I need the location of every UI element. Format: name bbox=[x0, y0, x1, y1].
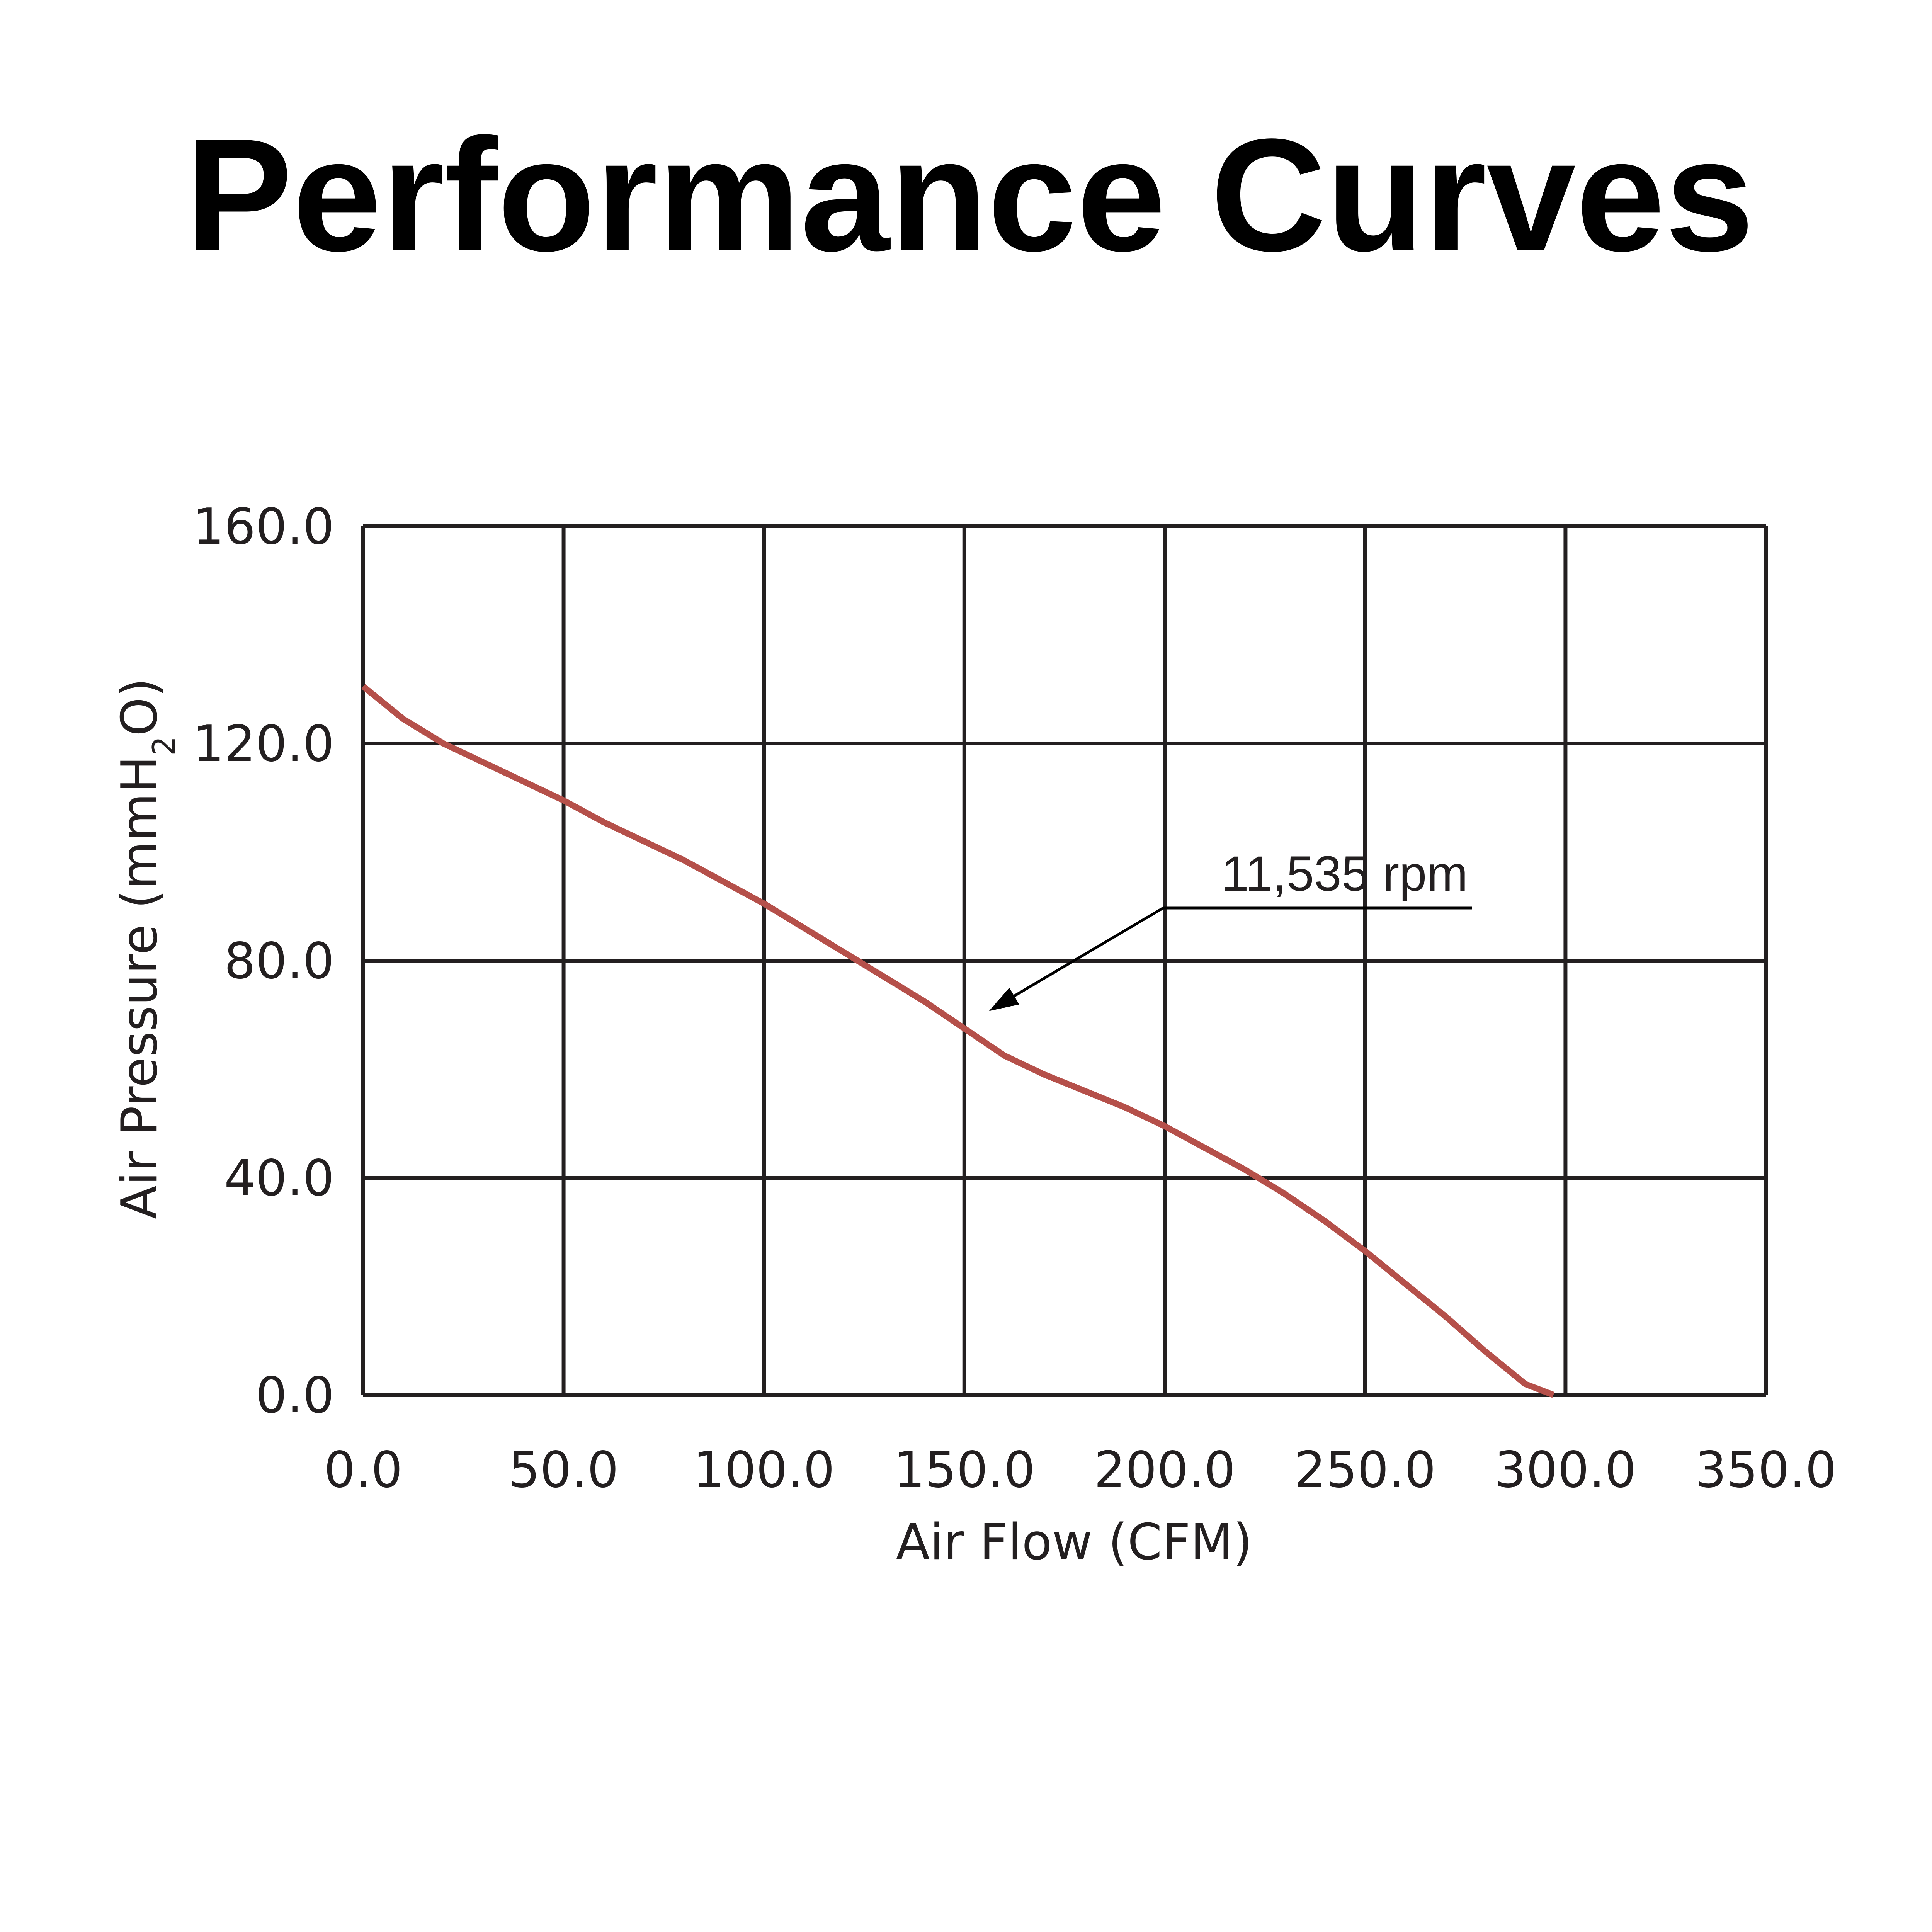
y-axis-ticks: 0.0 40.0 80.0 120.0 160.0 bbox=[193, 498, 334, 1424]
grid bbox=[361, 524, 1768, 1397]
series-line bbox=[361, 684, 1555, 1398]
series-layer bbox=[361, 684, 1555, 1398]
x-axis-label: Air Flow (CFM) bbox=[896, 1514, 1253, 1571]
annotation-layer: 11,535 rpm bbox=[989, 846, 1472, 1011]
y-tick-label: 0.0 bbox=[255, 1367, 334, 1424]
y-axis-label: Air Pressure (mmH2O) bbox=[111, 678, 182, 1219]
y-tick-label: 80.0 bbox=[224, 932, 334, 990]
y-tick-label: 120.0 bbox=[193, 715, 334, 773]
x-tick-label: 250.0 bbox=[1294, 1441, 1436, 1499]
y-axis-label-suffix: O) bbox=[111, 678, 168, 736]
annotation-label: 11,535 rpm bbox=[1221, 846, 1468, 901]
y-tick-label: 160.0 bbox=[193, 498, 334, 556]
x-axis-ticks: 0.0 50.0 100.0 150.0 200.0 250.0 300.0 350.0 bbox=[324, 1441, 1837, 1499]
x-tick-label: 50.0 bbox=[509, 1441, 619, 1499]
x-tick-label: 200.0 bbox=[1094, 1441, 1235, 1499]
x-tick-label: 300.0 bbox=[1495, 1441, 1636, 1499]
annotation-arrowhead bbox=[989, 988, 1019, 1011]
x-tick-label: 150.0 bbox=[893, 1441, 1035, 1499]
chart-title: Performance Curves bbox=[185, 105, 1754, 284]
annotation-leader-line bbox=[1003, 906, 1164, 1003]
x-tick-label: 100.0 bbox=[693, 1441, 835, 1499]
y-axis-label-subscript: 2 bbox=[146, 736, 182, 756]
x-tick-label: 0.0 bbox=[324, 1441, 403, 1499]
y-axis-label-prefix: Air Pressure (mmH bbox=[111, 756, 168, 1219]
x-tick-label: 350.0 bbox=[1695, 1441, 1837, 1499]
y-tick-label: 40.0 bbox=[224, 1150, 334, 1207]
